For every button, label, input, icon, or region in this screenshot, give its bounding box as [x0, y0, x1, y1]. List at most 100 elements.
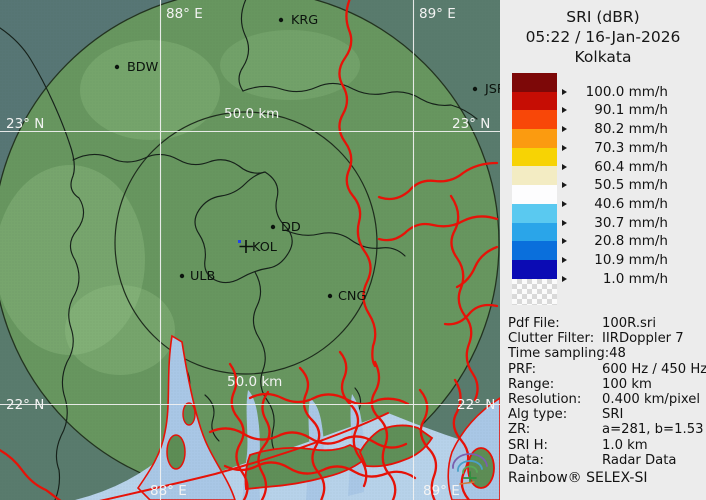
legend-label-row: 30.7 mm/h — [562, 214, 668, 232]
grid-label-lat-right-top: 23° N — [452, 116, 490, 132]
legend-label-row: 10.9 mm/h — [562, 251, 668, 269]
legend-swatch — [512, 166, 557, 186]
tick-arrow-icon — [562, 88, 567, 95]
metadata-value: Radar Data — [602, 452, 677, 468]
legend-swatch — [512, 73, 557, 92]
radar-site-cross-icon — [239, 240, 253, 253]
grid-label-lat-right-bottom: 22° N — [457, 397, 495, 413]
info-panel: SRI (dBR) 05:22 / 16-Jan-2026 Kolkata 10… — [500, 0, 706, 500]
legend-label-row: 80.2 mm/h — [562, 120, 668, 138]
metadata-row: Time sampling: 48 — [508, 346, 704, 361]
legend-value: 20.8 mm/h — [594, 233, 668, 250]
legend-value: 40.6 mm/h — [594, 195, 668, 212]
legend-label-row: 70.3 mm/h — [562, 139, 668, 157]
timestamp: 05:22 / 16-Jan-2026 — [525, 28, 681, 46]
legend-swatch — [512, 241, 557, 260]
brand-text: Rainbow® SELEX-SI — [508, 470, 648, 486]
legend-swatch — [512, 147, 557, 167]
tick-arrow-icon — [562, 200, 567, 207]
legend-label-row: 1.0 mm/h — [562, 270, 668, 288]
grid-label-lon-top-right: 89° E — [419, 6, 456, 22]
station-name: Kolkata — [574, 48, 632, 66]
city-label-krg: KRG — [291, 13, 318, 28]
city-marker-krg — [278, 17, 284, 23]
compass-icon — [452, 453, 488, 485]
legend-value: 70.3 mm/h — [594, 139, 668, 156]
metadata-value: 0.400 km/pixel — [602, 391, 701, 407]
metadata-value: IIRDoppler 7 — [602, 331, 684, 347]
metadata-value: 100 km — [602, 376, 652, 392]
tick-arrow-icon — [562, 163, 567, 170]
grid-label-lat-left-top: 23° N — [6, 116, 44, 132]
tick-arrow-icon — [562, 126, 567, 133]
legend-label-row: 40.6 mm/h — [562, 195, 668, 213]
metadata-label: PRF: — [508, 361, 537, 377]
header-block: SRI (dBR) 05:22 / 16-Jan-2026 Kolkata — [500, 0, 706, 67]
metadata-label: Time sampling: — [508, 346, 610, 362]
city-marker-jsr — [472, 86, 478, 92]
metadata-label: Alg type: — [508, 407, 568, 423]
metadata-label: Resolution: — [508, 391, 582, 407]
grid-label-lon-bottom-right: 89° E — [423, 483, 460, 499]
tick-arrow-icon — [562, 182, 567, 189]
city-marker-cng — [327, 293, 333, 299]
metadata-row: ZR: a=281, b=1.53 — [508, 422, 704, 437]
city-label-kol: KOL — [252, 240, 278, 255]
legend-value: 100.0 mm/h — [585, 83, 668, 100]
metadata-row: Pdf File: 100R.sri — [508, 316, 704, 331]
city-label-ulb: ULB — [190, 269, 215, 284]
radar-site-dot — [238, 240, 241, 243]
coordinate-grid-lines — [0, 0, 500, 500]
legend-label-row: 60.4 mm/h — [562, 158, 668, 176]
range-label-top: 50.0 km — [224, 106, 279, 122]
metadata-label: Pdf File: — [508, 316, 560, 331]
tick-arrow-icon — [562, 144, 567, 151]
metadata-row: Alg type: SRI — [508, 407, 704, 422]
legend-label-row: 100.0 mm/h — [562, 83, 668, 101]
metadata-value: 600 Hz / 450 Hz — [602, 361, 706, 377]
metadata-label: ZR: — [508, 422, 531, 438]
tick-arrow-icon — [562, 275, 567, 282]
legend-label-row: 20.8 mm/h — [562, 232, 668, 250]
metadata-table: Pdf File: 100R.sri Clutter Filter: IIRDopp… — [508, 316, 706, 468]
radar-map: 88° E 89° E 88° E 89° E 23° N 23° N 22° … — [0, 0, 500, 500]
metadata-label: Data: — [508, 452, 544, 468]
metadata-label: Range: — [508, 376, 555, 392]
city-label-bdw: BDW — [127, 60, 159, 75]
legend-swatch — [512, 129, 557, 148]
legend-swatch — [512, 222, 557, 242]
city-marker-bdw — [114, 64, 120, 70]
legend-label-row: 50.5 mm/h — [562, 176, 668, 194]
city-label-cng: CNG — [338, 289, 366, 304]
legend-value: 50.5 mm/h — [594, 177, 668, 194]
radar-map-canvas: 88° E 89° E 88° E 89° E 23° N 23° N 22° … — [0, 0, 500, 500]
legend-swatch — [512, 185, 557, 204]
metadata-value: SRI — [602, 407, 624, 423]
grid-label-lon-bottom-left: 88° E — [150, 483, 187, 499]
city-marker-dd — [270, 224, 276, 230]
city-label-jsr: JSR — [484, 82, 500, 97]
metadata-value: 1.0 km — [602, 437, 648, 453]
legend-swatch — [512, 110, 557, 130]
tick-arrow-icon — [562, 219, 567, 226]
metadata-row: Resolution: 0.400 km/pixel — [508, 392, 704, 407]
metadata-row: Range: 100 km — [508, 377, 704, 392]
legend-swatch — [512, 203, 557, 223]
legend-label-row: 90.1 mm/h — [562, 101, 668, 119]
legend-value: 30.7 mm/h — [594, 214, 668, 231]
metadata-value: a=281, b=1.53 — [602, 422, 704, 438]
tick-arrow-icon — [562, 238, 567, 245]
metadata-row: Data: Radar Data — [508, 453, 704, 468]
metadata-row: PRF: 600 Hz / 450 Hz — [508, 361, 706, 377]
city-markers: BDW KRG JSR DD KOL ULB CNG — [114, 13, 500, 304]
legend-value: 60.4 mm/h — [594, 158, 668, 175]
metadata-row: Clutter Filter: IIRDoppler 7 — [508, 331, 704, 346]
legend-transparent-checker — [512, 278, 557, 305]
city-label-dd: DD — [281, 220, 301, 235]
grid-label-lon-top-left: 88° E — [166, 6, 203, 22]
dither-texture-overlay — [0, 0, 500, 500]
metadata-value: 48 — [609, 346, 626, 362]
product-title: SRI (dBR) — [566, 8, 640, 26]
metadata-label: SRI H: — [508, 437, 548, 453]
